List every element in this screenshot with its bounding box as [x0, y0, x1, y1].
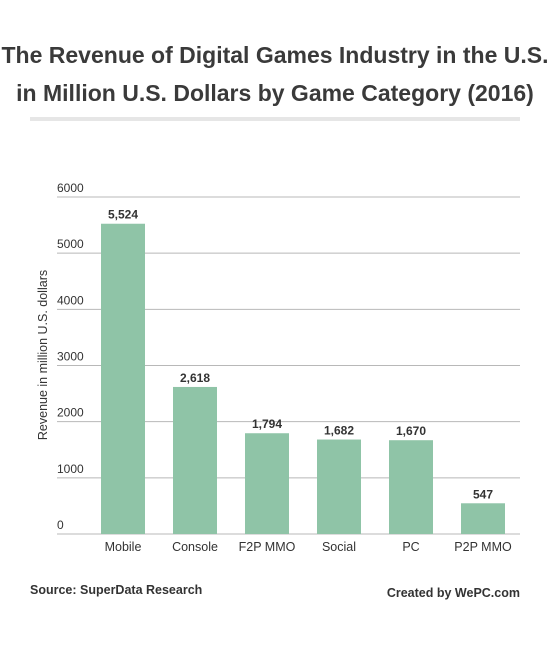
y-tick-label-0: 0 — [57, 518, 64, 532]
x-tick-label-console: Console — [172, 540, 218, 554]
x-tick-label-pc: PC — [402, 540, 419, 554]
data-label-mobile: 5,524 — [108, 208, 138, 222]
bar-pc — [389, 440, 433, 534]
y-tick-label-2000: 2000 — [57, 406, 84, 420]
y-axis-title: Revenue in million U.S. dollars — [36, 270, 50, 440]
x-tick-label-social: Social — [322, 540, 356, 554]
y-tick-label-6000: 6000 — [57, 181, 84, 195]
data-label-p2p-mmo: 547 — [473, 487, 493, 501]
credit-note: Created by WePC.com — [386, 586, 520, 600]
y-tick-label-5000: 5000 — [57, 237, 84, 251]
source-note: Source: SuperData Research — [30, 583, 203, 597]
y-tick-label-1000: 1000 — [57, 462, 84, 476]
data-label-pc: 1,670 — [396, 424, 426, 438]
bar-f2p-mmo — [245, 433, 289, 534]
chart-title: The Revenue of Digital Games Industry in… — [0, 36, 550, 112]
chart-title-line-2: in Million U.S. Dollars by Game Category… — [16, 80, 534, 106]
y-tick-label-3000: 3000 — [57, 350, 84, 364]
data-label-f2p-mmo: 1,794 — [252, 417, 282, 431]
x-tick-label-mobile: Mobile — [105, 540, 142, 554]
bar-p2p-mmo — [461, 503, 505, 534]
x-tick-label-p2p-mmo: P2P MMO — [454, 540, 512, 554]
chart-title-line-1: The Revenue of Digital Games Industry in… — [1, 42, 549, 68]
y-tick-label-4000: 4000 — [57, 293, 84, 307]
bar-social — [317, 439, 361, 534]
data-label-console: 2,618 — [180, 371, 210, 385]
title-divider — [30, 117, 520, 121]
x-tick-label-f2p-mmo: F2P MMO — [239, 540, 296, 554]
data-label-social: 1,682 — [324, 424, 354, 438]
bar-mobile — [101, 223, 145, 534]
bar-console — [173, 386, 217, 534]
